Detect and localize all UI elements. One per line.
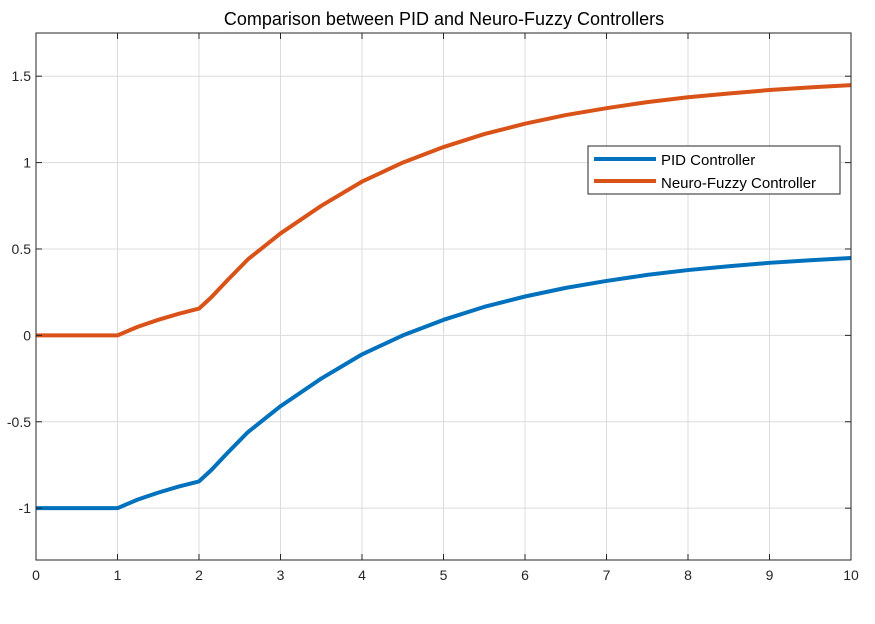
y-tick-label: -1 [19,500,32,516]
x-tick-label: 5 [440,567,448,583]
x-tick-label: 6 [521,567,529,583]
y-tick-label: 1.5 [12,68,32,84]
y-axis-ticks: -1 -0.5 0 0.5 1 1.5 [7,68,851,516]
x-tick-label: 3 [277,567,285,583]
y-tick-label: 0 [23,327,31,343]
legend-box [587,145,841,195]
y-tick-label: 1 [23,155,31,171]
series-line-neuro-fuzzy-controller [36,83,852,338]
x-tick-label: 8 [684,567,692,583]
chart-title: Comparison between PID and Neuro-Fuzzy C… [224,9,664,29]
x-tick-label: 4 [358,567,366,583]
legend[interactable]: PID Controller Neuro-Fuzzy Controller [587,145,841,195]
x-tick-label: 1 [114,567,122,583]
y-tick-label: -0.5 [7,414,31,430]
x-tick-label: 7 [603,567,611,583]
y-tick-label: 0.5 [12,241,32,257]
x-axis-ticks: 0 1 2 3 4 5 6 7 8 9 10 [32,33,859,583]
x-tick-label: 10 [843,567,859,583]
legend-label-neuro-fuzzy-controller: Neuro-Fuzzy Controller [661,175,816,192]
x-tick-label: 0 [32,567,40,583]
x-tick-label: 9 [766,567,774,583]
x-tick-label: 2 [195,567,203,583]
series-lines [36,83,852,511]
series-line-pid-controller [36,255,852,511]
legend-label-pid-controller: PID Controller [661,152,755,169]
